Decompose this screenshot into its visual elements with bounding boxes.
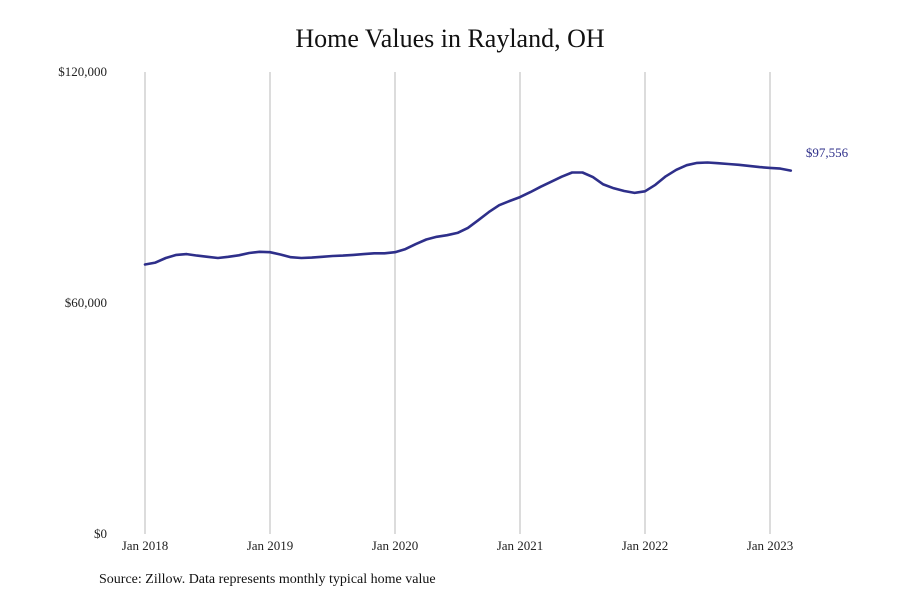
grid-lines — [144, 72, 771, 534]
y-tick-label: $120,000 — [58, 64, 107, 79]
y-tick-label: $0 — [94, 526, 107, 541]
source-note: Source: Zillow. Data represents monthly … — [99, 572, 436, 587]
x-tick-label: Jan 2022 — [622, 538, 669, 553]
x-tick-label: Jan 2021 — [497, 538, 544, 553]
last-value-label: $97,556 — [806, 145, 849, 160]
x-tick-label: Jan 2018 — [122, 538, 169, 553]
series-line — [143, 161, 793, 266]
x-tick-label: Jan 2019 — [247, 538, 294, 553]
series-layer: $97,556 — [143, 145, 849, 266]
x-tick-label: Jan 2023 — [747, 538, 794, 553]
y-tick-label: $60,000 — [65, 295, 107, 310]
chart-title: Home Values in Rayland, OH — [295, 24, 605, 53]
x-tick-label: Jan 2020 — [372, 538, 419, 553]
y-axis: $0 $60,000 $120,000 — [58, 64, 107, 541]
x-axis: Jan 2018 Jan 2019 Jan 2020 Jan 2021 Jan 2022… — [122, 538, 794, 553]
